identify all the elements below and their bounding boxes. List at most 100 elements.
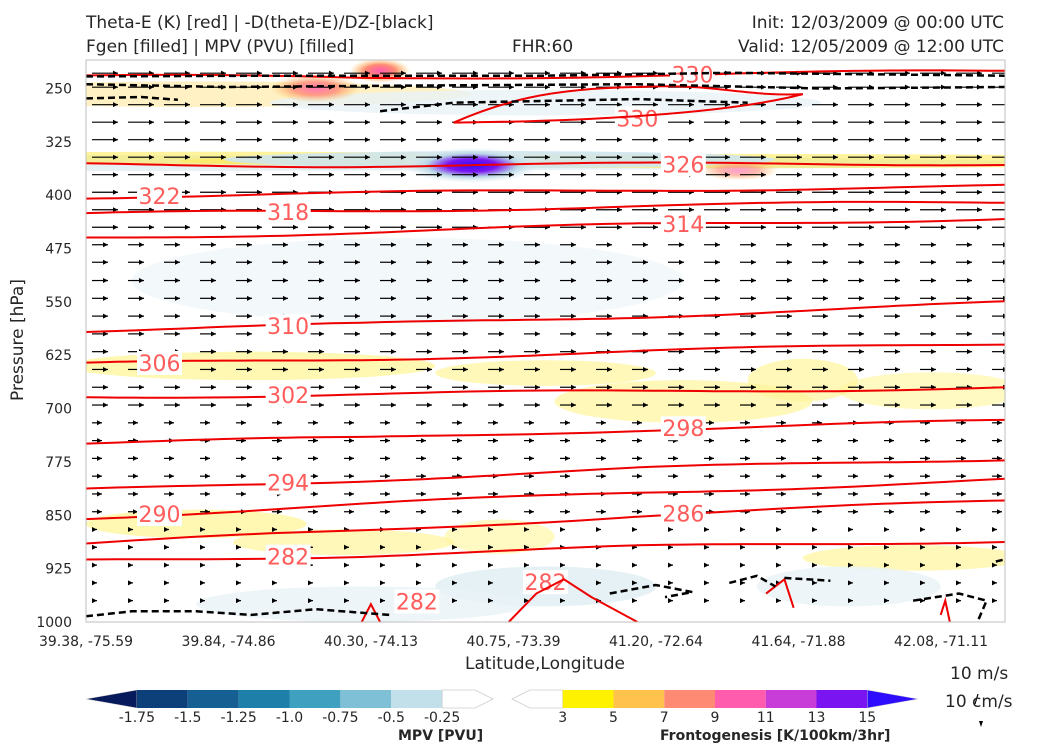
- wind-arrow: [668, 295, 684, 301]
- wind-arrow: [380, 598, 385, 604]
- wind-arrow: [776, 207, 802, 213]
- theta-e-contour-306: 306: [86, 343, 1005, 377]
- wind-arrow: [884, 137, 910, 143]
- wind-arrow: [812, 331, 828, 337]
- wind-arrow: [992, 420, 1002, 426]
- wind-arrow: [740, 278, 756, 284]
- wind-arrow: [848, 295, 864, 301]
- wind-arrow: [524, 402, 540, 408]
- wind-arrow: [272, 295, 288, 301]
- wind-arrow: [380, 455, 390, 461]
- wind-arrow: [956, 102, 982, 108]
- wind-arrow: [956, 224, 982, 230]
- x-axis-label: Latitude,Longitude: [465, 654, 625, 674]
- wind-arrow: [740, 331, 756, 337]
- theta-e-extra-label: 330: [614, 106, 660, 132]
- wind-arrow: [668, 402, 684, 408]
- wind-arrow: [236, 384, 252, 390]
- contour-label: 290: [139, 503, 181, 528]
- wind-arrow: [560, 598, 565, 604]
- wind-arrow: [992, 209, 1005, 211]
- wind-arrow: [344, 598, 349, 604]
- wind-arrow: [632, 295, 648, 301]
- wind-arrow: [704, 207, 730, 213]
- dtheta-dz-contour: [728, 574, 776, 588]
- wind-arrow: [668, 102, 694, 108]
- wind-arrow: [704, 349, 720, 355]
- wind-arrow: [632, 438, 642, 444]
- wind-arrow: [848, 384, 864, 390]
- contour-label: 294: [267, 472, 309, 497]
- wind-arrow: [380, 349, 396, 355]
- wind-arrow: [452, 137, 478, 143]
- contour-label: 298: [662, 417, 704, 442]
- wind-arrow: [704, 598, 709, 604]
- wind-arrow: [956, 331, 972, 337]
- wind-arrow: [884, 295, 900, 301]
- theta-e-closed-contour: [453, 85, 804, 124]
- wind-arrow: [776, 509, 786, 515]
- wind-arrow: [560, 259, 576, 265]
- wind-arrow: [740, 119, 766, 125]
- wind-arrow: [128, 420, 138, 426]
- wind-arrow: [884, 189, 910, 195]
- wind-arrow: [236, 172, 262, 178]
- wind-arrow: [344, 119, 370, 125]
- wind-arrow: [308, 224, 334, 230]
- wind-arrow: [776, 598, 781, 604]
- wind-arrow: [956, 366, 972, 372]
- wind-arrow: [452, 278, 468, 284]
- theta-e-low-contour: [360, 602, 381, 622]
- wind-arrow: [668, 562, 673, 568]
- wind-arrow: [92, 384, 108, 390]
- wind-ref-vertical: 10 cm/s: [945, 692, 1013, 712]
- colorbar-cell: [613, 690, 665, 708]
- wind-arrow: [128, 154, 154, 160]
- wind-arrow: [632, 527, 637, 533]
- wind-arrow: [812, 102, 838, 108]
- wind-arrow: [380, 580, 385, 586]
- wind-arrow: [920, 527, 925, 533]
- theta-e-extra-label: 282: [523, 570, 568, 596]
- wind-arrow: [344, 438, 354, 444]
- wind-arrow: [812, 313, 828, 319]
- wind-arrow: [128, 278, 144, 284]
- wind-arrow: [416, 278, 432, 284]
- colorbar-tick-label: -1.75: [119, 710, 155, 726]
- wind-arrow: [884, 455, 894, 461]
- theta-e-low-contour: [508, 578, 638, 622]
- wind-arrow: [344, 473, 354, 479]
- colorbar-tick-label: 3: [558, 710, 567, 726]
- wind-arrow: [416, 295, 432, 301]
- wind-arrow: [992, 72, 1005, 74]
- wind-ref-vertical-arrow: [979, 721, 983, 727]
- wind-arrow: [704, 172, 730, 178]
- wind-arrow: [128, 331, 144, 337]
- colorbar-cell: [289, 690, 341, 708]
- wind-arrow: [164, 527, 169, 533]
- wind-arrow: [344, 278, 360, 284]
- wind-arrow: [596, 242, 612, 248]
- wind-arrow: [884, 438, 894, 444]
- wind-arrow: [992, 509, 1002, 515]
- wind-arrow: [920, 455, 930, 461]
- wind-arrow: [632, 137, 658, 143]
- wind-arrow: [632, 402, 648, 408]
- wind-arrow: [452, 527, 457, 533]
- wind-arrow: [380, 102, 406, 108]
- wind-arrow: [812, 137, 838, 143]
- wind-arrow: [524, 455, 534, 461]
- wind-arrow: [776, 259, 792, 265]
- wind-arrow: [92, 455, 102, 461]
- wind-arrow: [236, 154, 262, 160]
- wind-ref-arrow: [974, 693, 979, 705]
- wind-arrow: [164, 562, 169, 568]
- wind-arrow: [308, 455, 318, 461]
- colorbar-tick-label: -0.75: [322, 710, 358, 726]
- wind-arrow: [344, 384, 360, 390]
- wind-arrow: [632, 384, 648, 390]
- wind-arrow: [632, 455, 642, 461]
- wind-arrow: [236, 119, 262, 125]
- colorbar-cell: [136, 690, 188, 708]
- wind-arrow: [308, 598, 313, 604]
